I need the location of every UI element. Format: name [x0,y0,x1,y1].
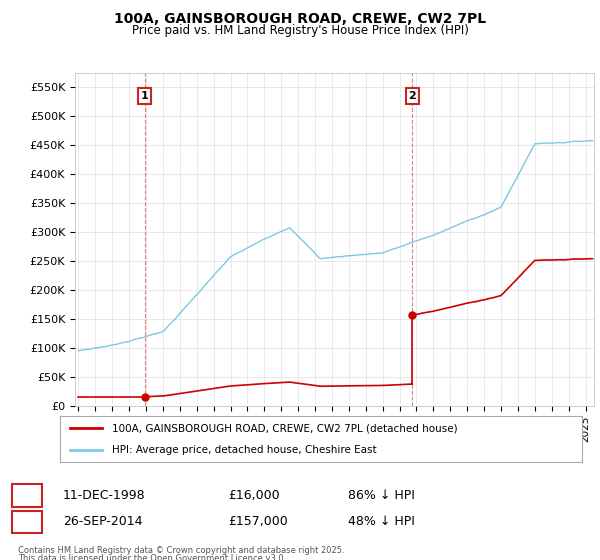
Text: £16,000: £16,000 [228,489,280,502]
Text: 11-DEC-1998: 11-DEC-1998 [63,489,146,502]
Text: 1: 1 [23,489,31,502]
Text: Price paid vs. HM Land Registry's House Price Index (HPI): Price paid vs. HM Land Registry's House … [131,24,469,37]
Text: 1: 1 [141,91,148,101]
Text: 2: 2 [409,91,416,101]
Text: £157,000: £157,000 [228,515,288,529]
Text: 48% ↓ HPI: 48% ↓ HPI [348,515,415,529]
Text: Contains HM Land Registry data © Crown copyright and database right 2025.: Contains HM Land Registry data © Crown c… [18,546,344,555]
Text: 100A, GAINSBOROUGH ROAD, CREWE, CW2 7PL: 100A, GAINSBOROUGH ROAD, CREWE, CW2 7PL [114,12,486,26]
Text: 100A, GAINSBOROUGH ROAD, CREWE, CW2 7PL (detached house): 100A, GAINSBOROUGH ROAD, CREWE, CW2 7PL … [112,423,458,433]
Text: 86% ↓ HPI: 86% ↓ HPI [348,489,415,502]
Text: 2: 2 [23,515,31,529]
Text: HPI: Average price, detached house, Cheshire East: HPI: Average price, detached house, Ches… [112,445,377,455]
Text: 26-SEP-2014: 26-SEP-2014 [63,515,143,529]
Text: This data is licensed under the Open Government Licence v3.0.: This data is licensed under the Open Gov… [18,554,286,560]
